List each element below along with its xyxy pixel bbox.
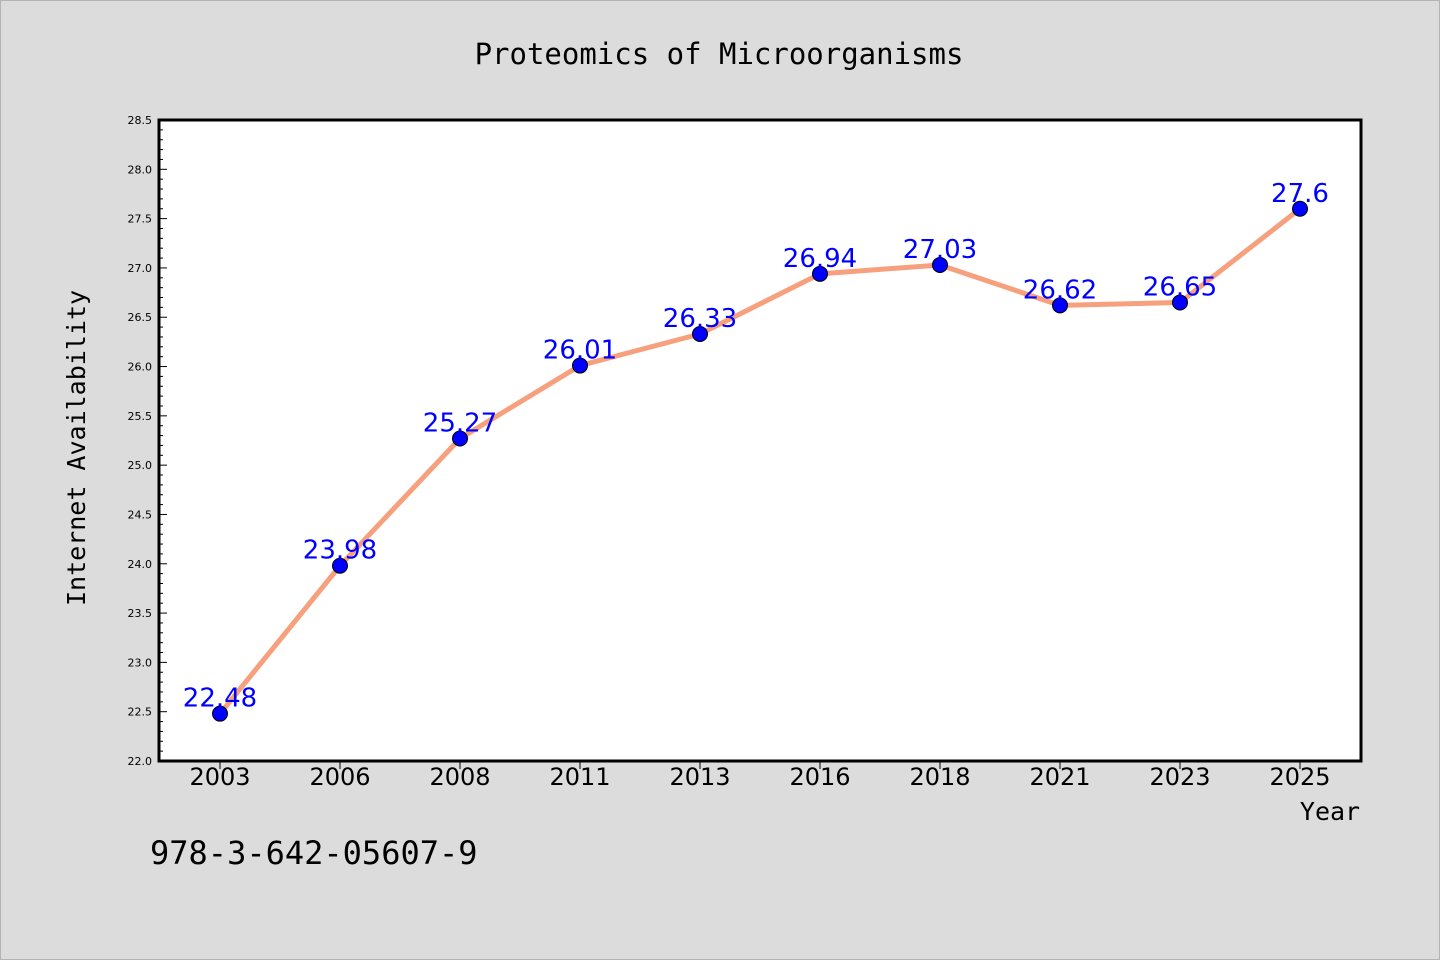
- data-label: 26.65: [1143, 272, 1217, 302]
- data-point-marker: [692, 325, 708, 342]
- data-label: 26.33: [663, 304, 737, 334]
- x-axis-label: Year: [1300, 797, 1360, 826]
- x-tick-label: 2006: [309, 763, 370, 791]
- data-label: 27.6: [1271, 179, 1329, 209]
- data-point-marker: [452, 430, 468, 447]
- data-point-marker: [1172, 294, 1188, 311]
- x-tick-label: 2011: [549, 763, 610, 791]
- y-tick-label: 24.5: [128, 508, 153, 521]
- y-tick-label: 28.5: [128, 114, 153, 127]
- series-line-group: [212, 200, 1308, 722]
- x-tick-label: 2008: [429, 763, 490, 791]
- x-tick-label: 2003: [189, 763, 250, 791]
- series-line: [218, 206, 1302, 716]
- y-tick-label: 26.5: [128, 311, 153, 324]
- x-tick-label: 2021: [1029, 763, 1090, 791]
- plot-area: [157, 118, 1363, 763]
- y-axis: 22.0 22.5 23.0 23.5 24.0 24.5 25.0 25.5 26.0 26.5…: [128, 114, 167, 768]
- data-label: 27.03: [903, 235, 977, 265]
- data-point-marker: [572, 357, 588, 374]
- data-label: 26.01: [543, 336, 617, 366]
- y-tick-label: 24.0: [128, 558, 153, 571]
- y-tick-label: 23.0: [128, 656, 153, 669]
- y-tick-label: 27.0: [128, 262, 153, 275]
- x-tick-label: 2018: [909, 763, 970, 791]
- y-tick-label: 23.5: [128, 607, 153, 620]
- data-point-marker: [932, 256, 948, 273]
- data-point-marker: [332, 557, 348, 574]
- y-tick-label: 27.5: [128, 213, 153, 226]
- data-point-marker: [1052, 297, 1068, 314]
- data-label: 22.48: [183, 684, 257, 714]
- y-tick-label: 28.0: [128, 163, 153, 176]
- x-tick-label: 2023: [1149, 763, 1210, 791]
- data-labels: 22.48 23.98 25.27 26.01 26.33 26.94 27.03 26.62…: [183, 179, 1329, 714]
- x-axis: 2003 2006 2008 2011 2013 2016 2018 2021 2023 2025: [189, 761, 1331, 791]
- data-label: 25.27: [423, 409, 497, 439]
- chart-title: Proteomics of Microorganisms: [475, 37, 964, 71]
- data-label: 23.98: [303, 536, 377, 566]
- data-point-marker: [212, 705, 228, 722]
- data-label: 26.62: [1023, 275, 1097, 305]
- y-axis-label: Internet Availability: [62, 290, 91, 606]
- isbn-text: 978-3-642-05607-9: [150, 834, 478, 872]
- y-tick-label: 26.0: [128, 361, 153, 374]
- data-label: 26.94: [783, 244, 857, 274]
- y-tick-label: 22.5: [128, 706, 153, 719]
- y-tick-label: 22.0: [128, 755, 153, 768]
- x-tick-label: 2013: [669, 763, 730, 791]
- y-tick-label: 25.5: [128, 410, 153, 423]
- x-tick-label: 2016: [789, 763, 850, 791]
- data-point-marker: [1292, 200, 1308, 217]
- data-point-marker: [812, 265, 828, 282]
- y-tick-label: 25.0: [128, 459, 153, 472]
- x-tick-label: 2025: [1269, 763, 1330, 791]
